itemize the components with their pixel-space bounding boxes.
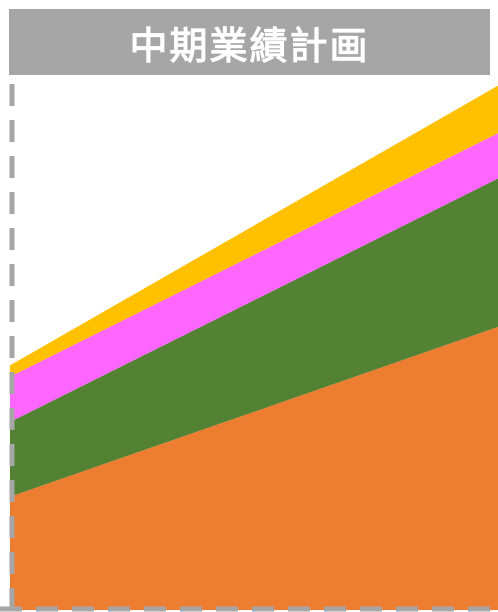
area-series-1 (10, 326, 498, 610)
area-series-2 (10, 178, 498, 497)
area-series-4 (10, 85, 498, 377)
area-series-3 (10, 133, 498, 423)
chart-title: 中期業績計画 (129, 23, 370, 68)
chart-frame (0, 84, 498, 612)
chart-title-bar: 中期業績計画 (9, 9, 490, 75)
area-series-group (10, 85, 498, 610)
